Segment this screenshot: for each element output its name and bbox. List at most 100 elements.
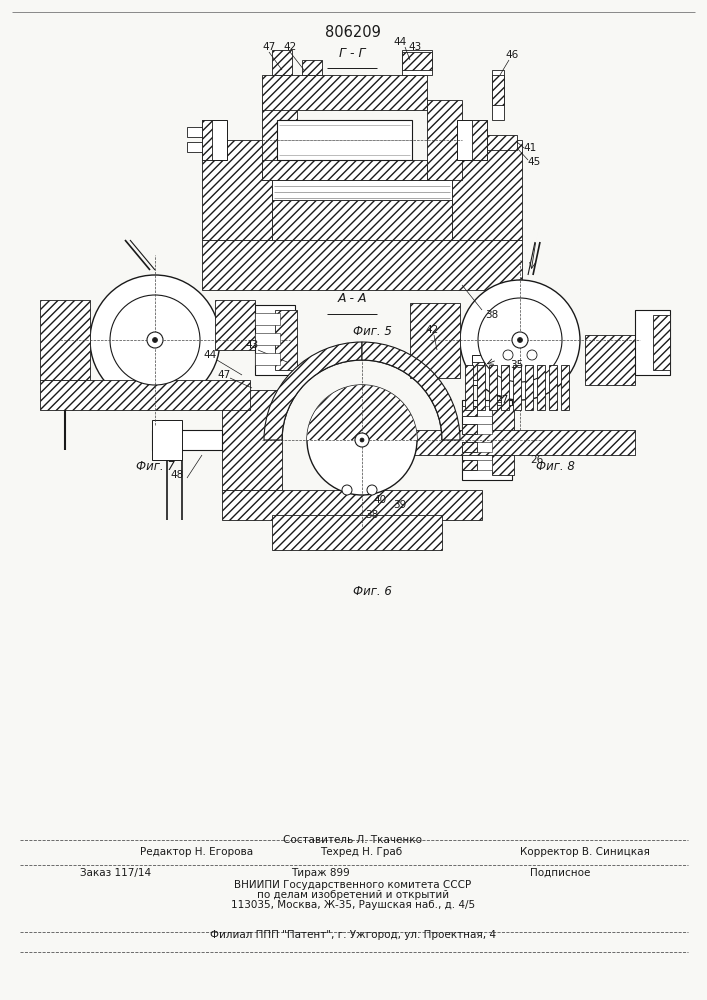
Bar [585, 335, 635, 385]
Bar [537, 365, 545, 410]
Text: ВНИИПИ Государственного комитета СССР: ВНИИПИ Государственного комитета СССР [235, 880, 472, 890]
Bar [410, 430, 635, 455]
Bar [402, 50, 432, 75]
Bar [275, 310, 297, 370]
Text: 26: 26 [530, 455, 544, 465]
Wedge shape [362, 342, 460, 440]
Text: Филиал ППП "Патент", г. Ужгород, ул. Проектная, 4: Филиал ППП "Патент", г. Ужгород, ул. Про… [210, 930, 496, 940]
Bar [222, 390, 282, 490]
Bar [255, 353, 280, 365]
Bar [427, 100, 462, 180]
Text: 42: 42 [426, 325, 438, 335]
Circle shape [307, 385, 417, 495]
Text: 38: 38 [366, 510, 379, 520]
Bar [513, 365, 521, 410]
Bar [501, 365, 509, 410]
Bar [492, 405, 514, 475]
Bar [477, 365, 485, 410]
Bar [410, 303, 460, 378]
Text: 113035, Москва, Ж-35, Раушская наб., д. 4/5: 113035, Москва, Ж-35, Раушская наб., д. … [231, 900, 475, 910]
Bar [302, 60, 322, 75]
Wedge shape [307, 385, 417, 440]
Text: 39: 39 [393, 500, 407, 510]
Bar [272, 515, 442, 550]
Text: Подписное: Подписное [530, 868, 590, 878]
Circle shape [478, 298, 562, 382]
Bar [653, 315, 670, 370]
Bar [525, 365, 533, 410]
Bar [215, 300, 255, 350]
Bar [462, 442, 492, 452]
Bar [472, 355, 484, 385]
Circle shape [90, 275, 220, 405]
Text: 44: 44 [204, 350, 216, 360]
Circle shape [153, 338, 158, 342]
Circle shape [110, 295, 200, 385]
Circle shape [512, 332, 528, 348]
Bar [272, 50, 292, 75]
Text: Заказ 117/14: Заказ 117/14 [80, 868, 151, 878]
Bar [462, 460, 477, 470]
Bar [462, 460, 492, 470]
Bar [255, 333, 280, 345]
Bar [152, 430, 222, 450]
Wedge shape [264, 342, 362, 440]
Text: Составитель Л. Ткаченко: Составитель Л. Ткаченко [284, 835, 423, 845]
Bar [457, 120, 487, 160]
Bar [202, 240, 522, 290]
Text: 42: 42 [284, 42, 297, 52]
Bar [262, 100, 297, 180]
Text: Фиг. 7: Фиг. 7 [136, 460, 175, 473]
Circle shape [460, 280, 580, 400]
Bar [472, 362, 484, 380]
Bar [222, 490, 482, 520]
Text: 41: 41 [523, 143, 537, 153]
Bar [462, 442, 477, 452]
Text: Тираж 899: Тираж 899 [291, 868, 349, 878]
Text: 45: 45 [527, 157, 541, 167]
Bar [272, 180, 452, 200]
Circle shape [147, 332, 163, 348]
Bar [549, 365, 557, 410]
Text: 47: 47 [262, 42, 276, 52]
Circle shape [527, 350, 537, 360]
Bar [255, 305, 295, 375]
Bar [202, 120, 212, 160]
Text: 47: 47 [217, 370, 230, 380]
Text: 38: 38 [486, 310, 498, 320]
Circle shape [367, 485, 377, 495]
Text: по делам изобретений и открытий: по делам изобретений и открытий [257, 890, 449, 900]
Circle shape [342, 485, 352, 495]
Text: 48: 48 [170, 470, 184, 480]
Bar [40, 380, 250, 410]
Bar [462, 400, 512, 480]
Text: 27: 27 [496, 395, 508, 405]
Bar [489, 365, 497, 410]
Bar [462, 424, 492, 434]
Text: 43: 43 [245, 340, 259, 350]
Bar [202, 120, 227, 160]
Bar [462, 135, 517, 150]
Bar [262, 160, 427, 180]
Circle shape [355, 433, 369, 447]
Text: Фиг. 5: Фиг. 5 [353, 325, 392, 338]
Bar [202, 140, 272, 240]
Circle shape [518, 338, 522, 342]
Text: А - А: А - А [337, 292, 367, 305]
Bar [462, 406, 492, 416]
Bar [462, 424, 477, 434]
Text: 40: 40 [373, 495, 387, 505]
Bar [277, 120, 412, 160]
Bar [272, 200, 452, 240]
Bar [152, 420, 182, 460]
Bar [40, 300, 90, 380]
Text: 806209: 806209 [325, 25, 381, 40]
Bar [187, 127, 202, 137]
Bar [187, 142, 202, 152]
Bar [402, 52, 432, 70]
Text: Корректор В. Синицкая: Корректор В. Синицкая [520, 847, 650, 857]
Text: 44: 44 [393, 37, 407, 47]
Circle shape [503, 350, 513, 360]
Bar [465, 365, 473, 410]
Text: 35: 35 [510, 360, 524, 370]
